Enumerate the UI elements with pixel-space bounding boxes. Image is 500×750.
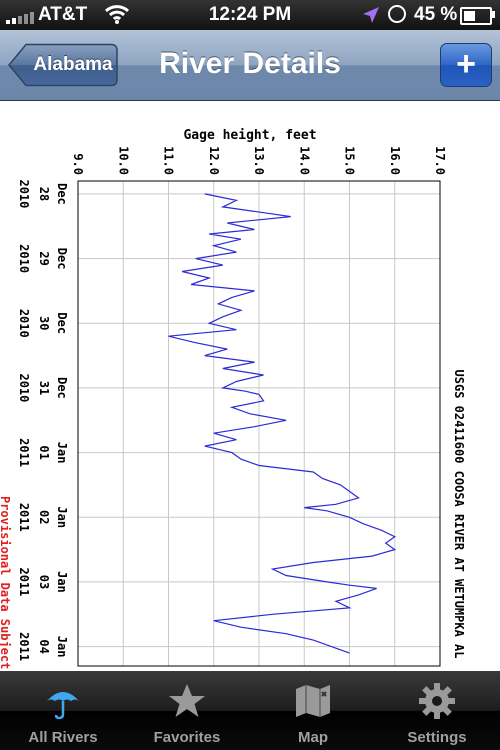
gage-height-line: [168, 193, 397, 654]
signal-icon: [6, 8, 34, 24]
x-tick-label-month: Dec: [55, 248, 69, 270]
tab-map[interactable]: Map: [254, 675, 372, 747]
navigation-bar: Alabama River Details +: [0, 30, 500, 101]
chart-title: USGS 02411600 COOSA RIVER AT WETUMPKA AL: [452, 370, 466, 659]
tab-label: Favorites: [153, 729, 221, 746]
battery-percent: 45 %: [414, 4, 458, 25]
y-tick-label: 15.0: [343, 146, 357, 175]
tab-all-rivers[interactable]: All Rivers: [4, 675, 122, 747]
battery-icon: [460, 7, 492, 25]
page-title: River Details: [159, 47, 341, 80]
alarm-clock-icon: [388, 5, 406, 23]
provisional-note: Provisional Data Subject to Revision: [0, 496, 12, 671]
tab-settings[interactable]: Settings: [378, 675, 496, 747]
location-arrow-icon: [362, 6, 380, 30]
y-tick-label: 12.0: [207, 146, 221, 175]
tab-bar: All Rivers Favorites Map Set: [0, 671, 500, 750]
x-tick-label-day: 01: [37, 445, 51, 459]
status-bar: AT&T 12:24 PM 45 %: [0, 0, 500, 30]
x-tick-label-month: Dec: [55, 312, 69, 334]
x-tick-label-year: 2011: [17, 567, 31, 596]
battery-tip: [492, 11, 495, 18]
back-button[interactable]: Alabama: [8, 43, 118, 87]
x-tick-label-day: 30: [37, 316, 51, 330]
x-tick-label-month: Dec: [55, 377, 69, 399]
x-tick-label-year: 2011: [17, 503, 31, 532]
y-tick-label: 10.0: [116, 146, 130, 175]
back-button-label: Alabama: [33, 54, 113, 75]
gear-icon: [419, 683, 455, 719]
y-tick-label: 11.0: [162, 146, 176, 175]
y-axis-label: Gage height, feet: [183, 128, 316, 143]
y-tick-label: 13.0: [252, 146, 266, 175]
x-tick-label-month: Jan: [55, 506, 69, 528]
x-tick-label-day: 02: [37, 510, 51, 524]
x-tick-label-day: 29: [37, 251, 51, 265]
x-tick-label-year: 2010: [17, 179, 31, 208]
plot-frame: [77, 180, 441, 667]
chart-svg: 9.0 10.0 11.0 12.0 13.0 14.0 15.0 16.0 17.0 Dec 2…: [0, 128, 466, 750]
x-tick-label-day: 04: [37, 639, 51, 653]
add-button[interactable]: +: [440, 43, 492, 87]
star-icon: [169, 684, 205, 717]
tab-label: Settings: [407, 729, 467, 746]
wifi-icon: [104, 3, 130, 31]
x-tick-label-year: 2010: [17, 373, 31, 402]
x-tick-label-day: 03: [37, 575, 51, 589]
umbrella-icon: [47, 692, 79, 720]
y-tick-label: 9.0: [71, 153, 85, 175]
x-tick-label-year: 2011: [17, 438, 31, 467]
tab-label: All Rivers: [28, 729, 98, 746]
tab-favorites[interactable]: Favorites: [128, 675, 246, 747]
gage-height-chart: 9.0 10.0 11.0 12.0 13.0 14.0 15.0 16.0 17.0 Dec 2…: [0, 101, 500, 750]
x-tick-label-year: 2010: [17, 244, 31, 273]
x-tick-label-day: 28: [37, 187, 51, 201]
x-tick-label-day: 31: [37, 381, 51, 395]
x-tick-label-year: 2010: [17, 309, 31, 338]
x-tick-label-month: Jan: [55, 442, 69, 464]
map-icon: [296, 685, 330, 717]
x-tick-label-year: 2011: [17, 632, 31, 661]
y-tick-label: 16.0: [388, 146, 402, 175]
y-tick-label: 17.0: [433, 146, 447, 175]
x-tick-label-month: Jan: [55, 571, 69, 593]
carrier-name: AT&T: [38, 4, 88, 25]
status-time: 12:24 PM: [208, 4, 292, 25]
x-tick-label-month: Jan: [55, 636, 69, 658]
y-tick-label: 14.0: [297, 146, 311, 175]
x-tick-label-month: Dec: [55, 183, 69, 205]
tab-label: Map: [298, 729, 328, 746]
